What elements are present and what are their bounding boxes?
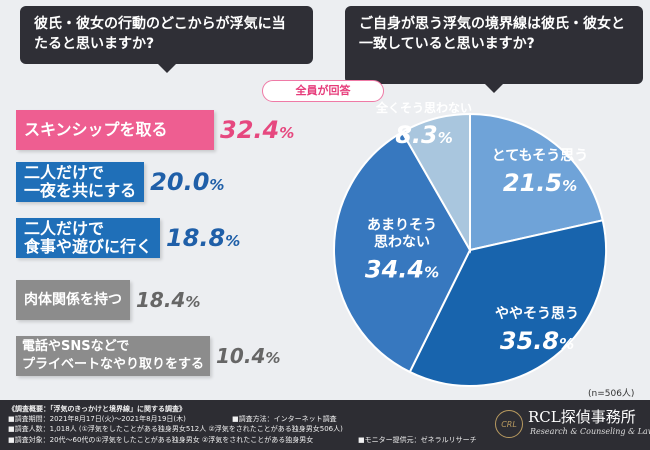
question-left-tail — [157, 64, 176, 73]
footer-people: ■調査人数：1,018人 (①浮気をしたことがある独身男女512人 ②浮気をされ… — [8, 425, 343, 433]
question-left: 彼氏・彼女の行動のどこからが浮気に当たると思いますか? — [20, 6, 313, 73]
bar-value: 20.0% — [150, 168, 225, 196]
pie-label: ややそう思う — [495, 306, 579, 322]
bar-value: 32.4% — [220, 116, 295, 144]
footer-period: ■調査期間：2021年8月17日(火)～2021年8月19日(木) — [8, 415, 186, 423]
pie-value: 34.4% — [365, 256, 439, 284]
pie-label: あまりそう — [367, 218, 437, 234]
firm-subtitle: Research & Counseling & Law — [530, 427, 650, 436]
bar-label: 肉体関係を持つ — [16, 280, 130, 320]
question-right: ご自身が思う浮気の境界線は彼氏・彼女と一致していると思いますか? — [345, 6, 643, 93]
survey-footer: 《調査概要：「浮気のきっかけと境界線」に関する調査》 ■調査期間：2021年8月… — [0, 400, 650, 450]
bar-label: スキンシップを取る — [16, 110, 214, 150]
pie-label: 全くそう思わない — [375, 100, 472, 115]
footer-method: ■調査方法：インターネット調査 — [232, 415, 337, 423]
bar-label: 二人だけで 食事や遊びに行く — [16, 218, 161, 258]
footer-target: ■調査対象：20代～60代の①浮気をしたことがある独身男女 ②浮気をされたことが… — [8, 436, 314, 444]
footer-monitor: ■モニター提供元：ゼネラルリサーチ — [358, 436, 477, 444]
bar-row: 二人だけで 一夜を共にする 20.0% — [16, 162, 224, 202]
footer-title: 《調査概要：「浮気のきっかけと境界線」に関する調査》 — [8, 405, 187, 413]
bar-row: 二人だけで 食事や遊びに行く 18.8% — [16, 218, 240, 258]
all-respondents-label: 全員が回答 — [262, 80, 384, 102]
bar-label: 二人だけで 一夜を共にする — [16, 162, 145, 202]
pie-slice — [408, 219, 607, 387]
bar-value: 18.8% — [166, 224, 241, 252]
question-right-text: ご自身が思う浮気の境界線は彼氏・彼女と一致していると思いますか? — [359, 16, 625, 52]
bar-row: 電話やSNSなどで プライベートなやり取りをする 10.4% — [16, 336, 280, 376]
firm-logo-icon: CRL — [495, 410, 523, 438]
bar-value: 10.4% — [216, 344, 281, 368]
pie-value: 35.8% — [500, 327, 574, 355]
bar-row: スキンシップを取る 32.4% — [16, 110, 294, 150]
bar-value: 18.4% — [136, 288, 201, 312]
pie-label: 思わない — [374, 235, 430, 251]
sample-size-note: (n=506人) — [588, 389, 635, 399]
pie-slice — [400, 112, 471, 254]
firm-name: RCL探偵事務所 — [528, 408, 636, 426]
question-left-text: 彼氏・彼女の行動のどこからが浮気に当たると思いますか? — [34, 16, 286, 52]
bar-row: 肉体関係を持つ 18.4% — [16, 280, 200, 320]
pie-slice — [469, 112, 604, 252]
pie-value: 8.3% — [395, 121, 453, 149]
pie-value: 21.5% — [503, 169, 577, 197]
pie-label: とてもそう思う — [492, 148, 589, 164]
question-right-tail — [485, 84, 503, 93]
bar-label: 電話やSNSなどで プライベートなやり取りをする — [16, 336, 211, 376]
